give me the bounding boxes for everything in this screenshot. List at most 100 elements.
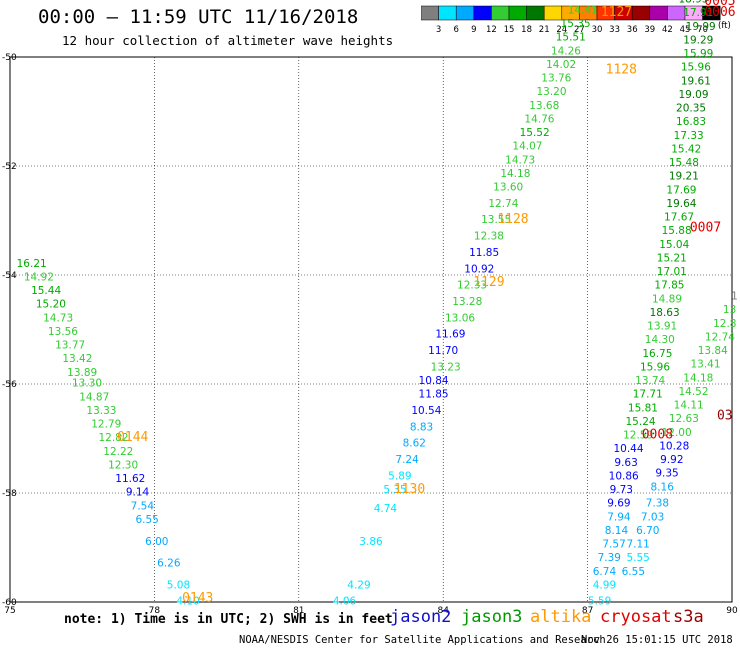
wave-height-label: 4.74 — [374, 503, 398, 515]
wave-height-label: 13.91 — [647, 321, 677, 333]
wave-height-label: 13.74 — [635, 375, 665, 387]
wave-height-label: 15.44 — [31, 285, 61, 297]
wave-height-label: 20.35 — [676, 103, 706, 115]
wave-height-label: 17.71 — [633, 389, 663, 401]
wave-height-label: 12.79 — [91, 419, 121, 431]
wave-height-label: 14.92 — [24, 271, 54, 283]
wave-height-label: 13.68 — [529, 100, 559, 112]
legend-s3a: s3a — [673, 607, 704, 627]
page-title: 00:00 – 11:59 UTC 11/16/2018 — [38, 6, 359, 28]
wave-height-label: 7.39 — [598, 552, 621, 564]
wave-height-label: 11.62 — [115, 473, 145, 485]
wave-height-label: 15.48 — [669, 157, 699, 169]
wave-height-label: 15.81 — [628, 402, 658, 414]
wave-height-label: 18.95 — [678, 0, 708, 6]
wave-height-label: 16.21 — [17, 258, 47, 270]
wave-height-label: 14.02 — [546, 59, 576, 71]
wave-height-label: 11.70 — [428, 345, 458, 357]
time-label: 1129 — [473, 275, 504, 290]
time-label: 0005 — [704, 0, 735, 9]
colorbar-tick-label: 24 — [556, 25, 567, 35]
colorbar-tick-label: 45 — [680, 25, 691, 35]
wave-height-label: 7.24 — [395, 454, 419, 466]
wave-height-label: 19.09 — [678, 89, 708, 101]
wave-height-label: 14.41 — [568, 4, 598, 16]
wave-height-label: 10.44 — [613, 443, 643, 455]
wave-height-label: 13.76 — [541, 73, 571, 85]
wave-height-label: 14.26 — [551, 45, 581, 57]
wave-height-label: 13.41 — [690, 359, 720, 371]
plot-frame — [9, 56, 733, 603]
wave-height-label: 13.84 — [698, 345, 728, 357]
wave-height-label: 17.91 — [683, 7, 713, 19]
wave-height-label: 12.00 — [662, 427, 692, 439]
time-label: 0008 — [642, 428, 673, 443]
wave-height-label: 14.52 — [678, 386, 708, 398]
wave-height-label: 14.76 — [524, 113, 554, 125]
wave-height-label: 15.04 — [659, 239, 689, 251]
credit-text: NOAA/NESDIS Center for Satellite Applica… — [239, 634, 606, 646]
wave-height-label: 5.08 — [167, 579, 190, 591]
wave-height-label: 3.86 — [359, 536, 383, 548]
time-label: 0006 — [704, 5, 735, 20]
colorbar-unit: (ft) — [718, 21, 731, 31]
x-tick-label: 90 — [726, 606, 738, 616]
wave-height-label: 13.23 — [431, 361, 461, 373]
wave-height-label: 6.26 — [157, 558, 181, 570]
wave-height-label: 9.73 — [610, 484, 633, 496]
colorbar-tick-label: 9 — [471, 25, 476, 35]
time-label: 1127 — [601, 5, 632, 20]
wave-height-label: 15.96 — [640, 361, 670, 373]
wave-height-label: 13.33 — [86, 405, 116, 417]
x-tick-label: 81 — [293, 606, 304, 616]
wave-height-label: 15.21 — [657, 252, 687, 264]
wave-height-label: 7.03 — [641, 511, 664, 523]
x-tick-label: 87 — [582, 606, 593, 616]
wave-height-label: 12.8 — [713, 318, 736, 330]
wave-height-label: 7.94 — [607, 511, 631, 523]
legend-cryosat: cryosat — [600, 607, 672, 627]
wave-height-label: 5.89 — [388, 470, 411, 482]
wave-height-label: 7.11 — [626, 539, 649, 551]
wave-height-label: 4.99 — [593, 579, 616, 591]
wave-height-label: 6.00 — [145, 536, 168, 548]
wave-height-label: 15.24 — [626, 416, 656, 428]
wave-height-label: 8.14 — [605, 525, 629, 537]
colorbar-tick-label: 15 — [504, 25, 515, 35]
wave-height-label: 14.07 — [512, 141, 542, 153]
wave-height-label: 9.69 — [607, 498, 630, 510]
wave-height-label: 18.63 — [650, 307, 680, 319]
colorbar-tick-label: 6 — [453, 25, 458, 35]
colorbar-tick-label: 12 — [486, 25, 497, 35]
wave-height-label: 15.20 — [36, 299, 66, 311]
wave-height-label: 19.21 — [669, 171, 699, 183]
wave-height-label: 13 — [723, 304, 736, 316]
wave-height-label: 12.74 — [488, 198, 518, 210]
y-tick-label: -54 — [2, 271, 17, 281]
wave-height-label: 6.70 — [636, 525, 659, 537]
wave-height-label: 12.82 — [98, 432, 128, 444]
colorbar-tick-label: 30 — [592, 25, 603, 35]
wave-height-label: 14.73 — [43, 312, 73, 324]
colorbar-tick-label: 27 — [574, 25, 585, 35]
y-tick-label: -50 — [2, 53, 17, 63]
wave-height-label: 19.61 — [681, 75, 711, 87]
wave-height-label: 7.54 — [131, 500, 155, 512]
wave-height-label: 14.11 — [674, 400, 704, 412]
y-tick-label: -58 — [2, 489, 17, 499]
wave-height-label: 17.33 — [674, 130, 704, 142]
wave-height-label: 8.16 — [651, 481, 675, 493]
wave-height-label: 12.33 — [457, 280, 487, 292]
wave-height-label: 16.75 — [642, 348, 672, 360]
wave-height-label: 19.99 — [686, 21, 716, 33]
wave-height-label: 9.92 — [660, 454, 683, 466]
y-tick-label: -56 — [2, 380, 17, 390]
wave-height-label: 17.01 — [657, 266, 687, 278]
wave-height-label: 12.22 — [103, 446, 133, 458]
time-label: 1128 — [606, 62, 637, 77]
wave-height-label: 13.28 — [452, 296, 482, 308]
time-label: 0007 — [690, 220, 721, 235]
wave-height-label: 15.99 — [683, 48, 713, 60]
wave-height-label: 6.55 — [135, 514, 158, 526]
